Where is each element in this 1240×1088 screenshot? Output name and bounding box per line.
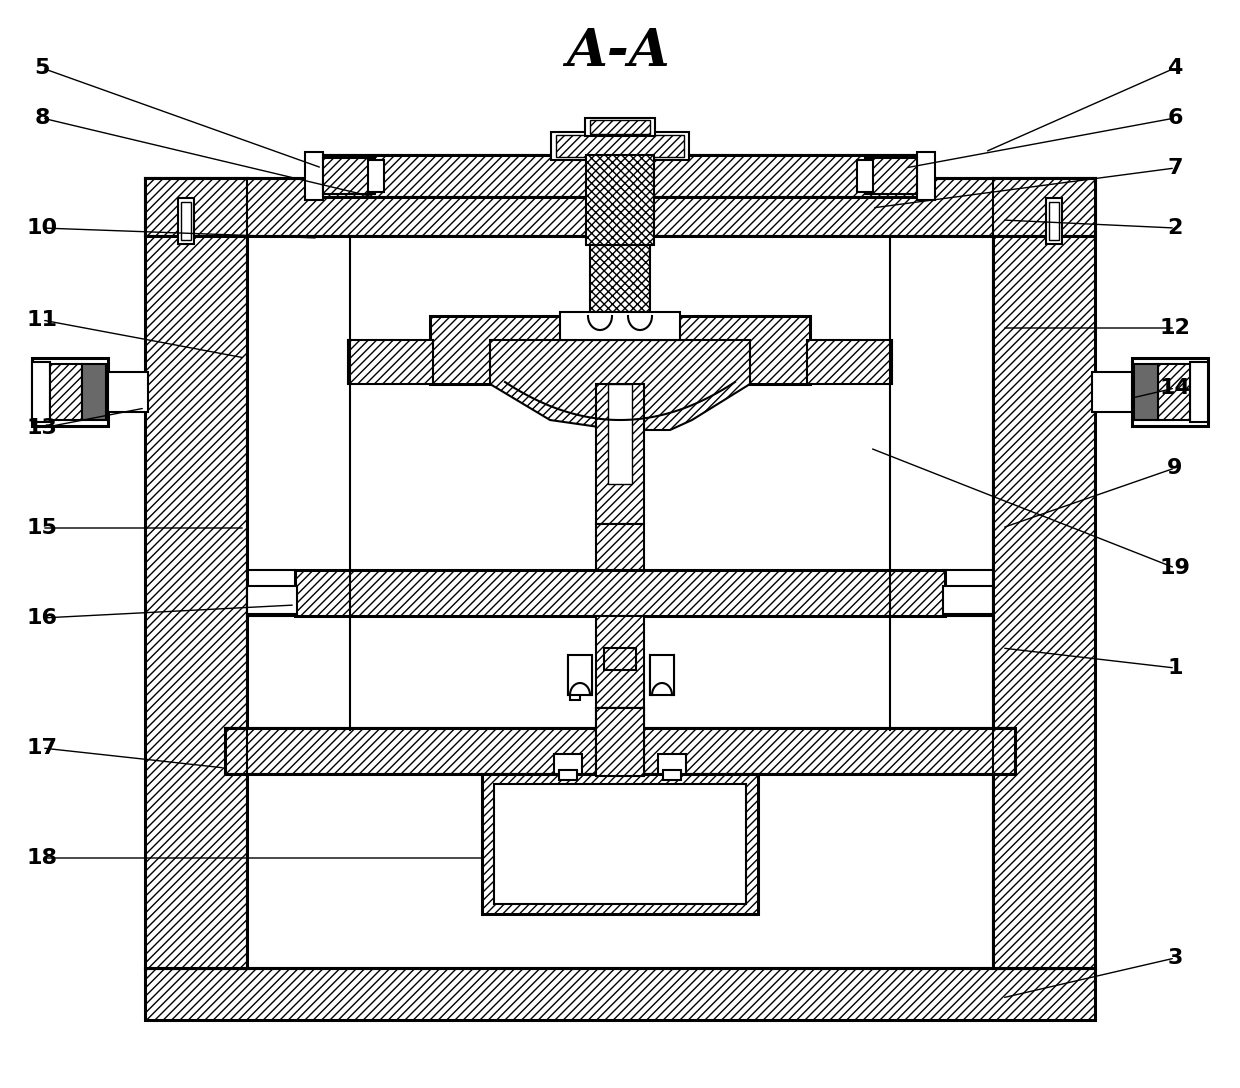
- Bar: [179, 198, 193, 244]
- Bar: [50, 364, 82, 420]
- Bar: [1092, 372, 1132, 412]
- Bar: [554, 754, 582, 774]
- Text: 5: 5: [35, 58, 50, 78]
- Text: 18: 18: [26, 848, 57, 868]
- Bar: [430, 316, 810, 384]
- Bar: [663, 770, 681, 780]
- Bar: [295, 570, 945, 616]
- Text: 6: 6: [1167, 108, 1183, 128]
- Bar: [918, 152, 935, 200]
- Text: 16: 16: [26, 608, 57, 628]
- Bar: [1047, 198, 1061, 244]
- Bar: [568, 655, 591, 695]
- Bar: [650, 655, 675, 695]
- Polygon shape: [570, 660, 580, 700]
- Text: 2: 2: [1167, 218, 1183, 238]
- Bar: [596, 708, 644, 772]
- Polygon shape: [490, 339, 750, 430]
- Text: 4: 4: [1167, 58, 1183, 78]
- Text: 11: 11: [26, 310, 57, 330]
- Text: 17: 17: [26, 738, 57, 758]
- Text: 8: 8: [35, 108, 50, 128]
- Text: 3: 3: [1167, 948, 1183, 968]
- Bar: [993, 178, 1095, 968]
- Bar: [1158, 364, 1190, 420]
- Bar: [590, 244, 650, 312]
- Bar: [866, 158, 918, 194]
- Bar: [1190, 362, 1208, 422]
- Text: 1: 1: [1167, 658, 1183, 678]
- Bar: [1132, 358, 1208, 426]
- Bar: [658, 754, 686, 774]
- Bar: [604, 648, 636, 670]
- Bar: [494, 784, 746, 904]
- Text: 19: 19: [1159, 558, 1190, 578]
- Bar: [556, 135, 684, 157]
- Bar: [551, 132, 689, 160]
- Bar: [807, 339, 892, 384]
- Bar: [32, 362, 50, 422]
- Text: 9: 9: [1167, 458, 1183, 478]
- Bar: [224, 728, 1016, 774]
- Text: 14: 14: [1159, 378, 1190, 398]
- Bar: [247, 586, 298, 614]
- Bar: [181, 202, 191, 240]
- Bar: [585, 118, 655, 136]
- Bar: [590, 120, 650, 134]
- Bar: [942, 586, 993, 614]
- Bar: [559, 770, 577, 780]
- Text: 12: 12: [1159, 318, 1190, 338]
- Bar: [32, 358, 108, 426]
- Bar: [305, 152, 322, 200]
- Bar: [317, 154, 923, 197]
- Bar: [560, 312, 680, 339]
- Bar: [587, 154, 653, 245]
- Bar: [368, 160, 384, 191]
- Text: 13: 13: [26, 418, 57, 438]
- Bar: [482, 774, 758, 914]
- Bar: [145, 178, 247, 968]
- Bar: [108, 372, 148, 412]
- Bar: [145, 178, 1095, 236]
- Bar: [608, 384, 632, 484]
- Bar: [348, 339, 433, 384]
- Bar: [596, 524, 644, 570]
- Bar: [857, 160, 873, 191]
- Text: 15: 15: [26, 518, 57, 537]
- Bar: [145, 968, 1095, 1021]
- Text: 10: 10: [26, 218, 57, 238]
- Bar: [1135, 364, 1158, 420]
- Bar: [1049, 202, 1059, 240]
- Bar: [322, 158, 374, 194]
- Bar: [596, 708, 644, 776]
- Bar: [596, 384, 644, 524]
- Bar: [596, 616, 644, 708]
- Text: 7: 7: [1167, 158, 1183, 178]
- Bar: [82, 364, 105, 420]
- Text: A-A: A-A: [567, 26, 670, 77]
